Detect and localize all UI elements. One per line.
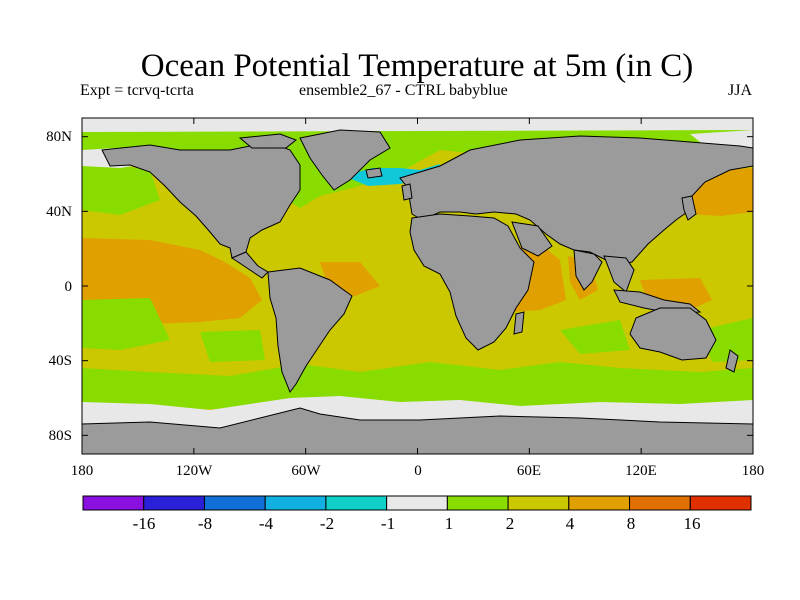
colorbar-swatch [629,495,691,511]
colorbar-label-m8: -8 [198,514,212,533]
lat-label-80s: 80S [49,428,72,444]
lon-label-120w: 120W [176,463,214,479]
ensemble-label: ensemble2_67 - CTRL babyblue [299,82,508,99]
colorbar-label-m2: -2 [320,514,334,533]
land-uk [401,183,413,201]
lat-label-40s: 40S [49,353,72,369]
colorbar [82,495,752,511]
lon-labels: 180 120W 60W 0 60E 120E 180 [71,463,765,479]
experiment-label: Expt = tcrvq-tcrta [80,82,194,99]
colorbar-labels: -16 -8 -4 -2 -1 1 2 4 8 16 [133,514,701,533]
land-antarctica [82,407,753,454]
near-zero-arctic-top [82,118,753,132]
lat-label-80n: 80N [46,129,72,145]
colorbar-label-16: 16 [684,514,701,533]
lon-label-60w: 60W [291,463,321,479]
colorbar-swatch [203,495,266,511]
colorbar-swatch [446,495,509,511]
land-africa [409,213,535,351]
mild-zone-tasman [700,318,753,362]
map-field [82,118,753,454]
land-iceland [365,167,383,179]
colorbar-swatch [689,495,752,511]
map-title: Ocean Potential Temperature at 5m (in C) [140,48,694,84]
lon-label-60e: 60E [517,463,541,479]
land-arabia [511,221,553,257]
colorbar-label-1: 1 [445,514,454,533]
land-japan [681,195,697,221]
land-australia [629,307,717,361]
mild-zone-indian-south [560,320,630,354]
land-masses [82,129,753,454]
colorbar-label-8: 8 [627,514,636,533]
colorbar-swatch [507,495,570,511]
land-south-america [267,267,353,394]
colorbar-swatch [82,495,145,511]
colorbar-swatch [264,495,327,511]
colorbar-label-m1: -1 [381,514,395,533]
lat-label-0: 0 [65,279,73,295]
lon-label-180e: 180 [742,463,765,479]
colorbar-swatch [143,495,205,511]
mild-zone-pacific-west [82,298,170,350]
lon-label-180w: 180 [71,463,94,479]
land-greenland [299,129,391,191]
lon-label-0: 0 [414,463,422,479]
colorbar-label-m4: -4 [259,514,274,533]
land-arctic-islands [238,133,297,149]
mild-zone-north-pacific [82,160,160,215]
colorbar-swatch [568,495,631,511]
colorbar-label-m16: -16 [133,514,156,533]
colorbar-label-2: 2 [506,514,515,533]
land-europe-asia [399,135,753,267]
lat-label-40n: 40N [46,204,72,220]
season-label: JJA [728,82,753,99]
lon-label-120e: 120E [625,463,657,479]
mild-zone-south-pacific [200,330,265,362]
land-new-zealand [725,349,739,373]
colorbar-swatch [325,495,388,511]
colorbar-label-4: 4 [566,514,575,533]
colorbar-swatch [386,495,448,511]
land-indochina [603,255,635,293]
mild-zone-southern [82,362,753,410]
axis-ticks [81,118,754,454]
lat-labels: 80N 40N 0 40S 80S [46,129,72,444]
land-madagascar [513,311,525,335]
land-india [573,249,603,291]
